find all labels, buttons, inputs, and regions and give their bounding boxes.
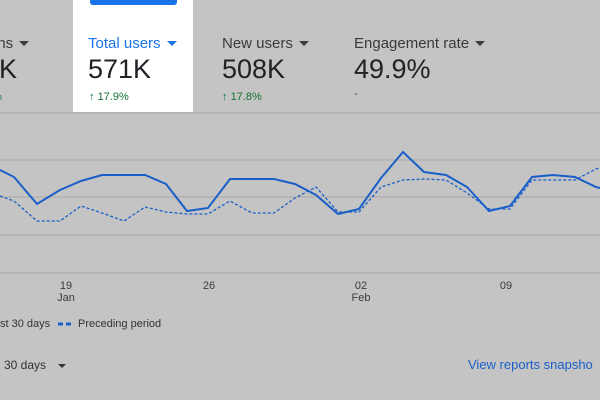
chart-grid [0,112,600,274]
legend-item-previous: Preceding period [58,318,161,330]
metric-tab-engagement-rate[interactable]: Engagement rate 49.9% - [354,0,504,112]
date-range-dropdown[interactable]: 30 days [4,358,67,372]
series-line-current [0,150,600,216]
series-line-preceding-period [0,167,600,222]
chevron-down-icon [166,40,177,46]
chevron-down-icon [475,40,486,46]
x-tick-label: 26 [202,280,216,292]
arrow-up-icon: ↑ [222,91,231,103]
metric-label: Total users [88,35,177,52]
metric-value: 571K [88,54,152,84]
metric-label: New users [222,35,309,52]
metric-value: 0K [0,54,18,84]
metric-label: ons [0,35,30,52]
chevron-down-icon [298,40,309,46]
metric-delta: ↑ 17.8% [222,91,262,103]
selected-tab-indicator [90,0,177,5]
metric-tab-total-users[interactable]: Total users 571K ↑ 17.9% [73,0,193,112]
x-tick-label: 19 Jan [57,280,75,304]
arrow-up-icon: ↑ [89,91,98,103]
legend-item-current: st 30 days [0,318,51,330]
chevron-down-icon [58,363,67,368]
metric-delta: ↑ 17.9% [89,91,129,103]
metric-tab-sessions[interactable]: ons 0K 6% [0,0,60,112]
x-tick-label: 09 [499,280,513,292]
metric-value: 508K [222,54,286,84]
metric-tab-new-users[interactable]: New users 508K ↑ 17.8% [222,0,342,112]
dashed-line-swatch [58,322,74,326]
metric-delta: 6% [0,91,2,103]
x-tick-label: 02 Feb [351,280,371,304]
metric-label: Engagement rate [354,35,486,52]
metric-delta: - [354,86,358,100]
metric-value: 49.9% [354,54,431,84]
chevron-down-icon [19,40,30,46]
view-reports-link[interactable]: View reports snapsho [468,357,593,372]
